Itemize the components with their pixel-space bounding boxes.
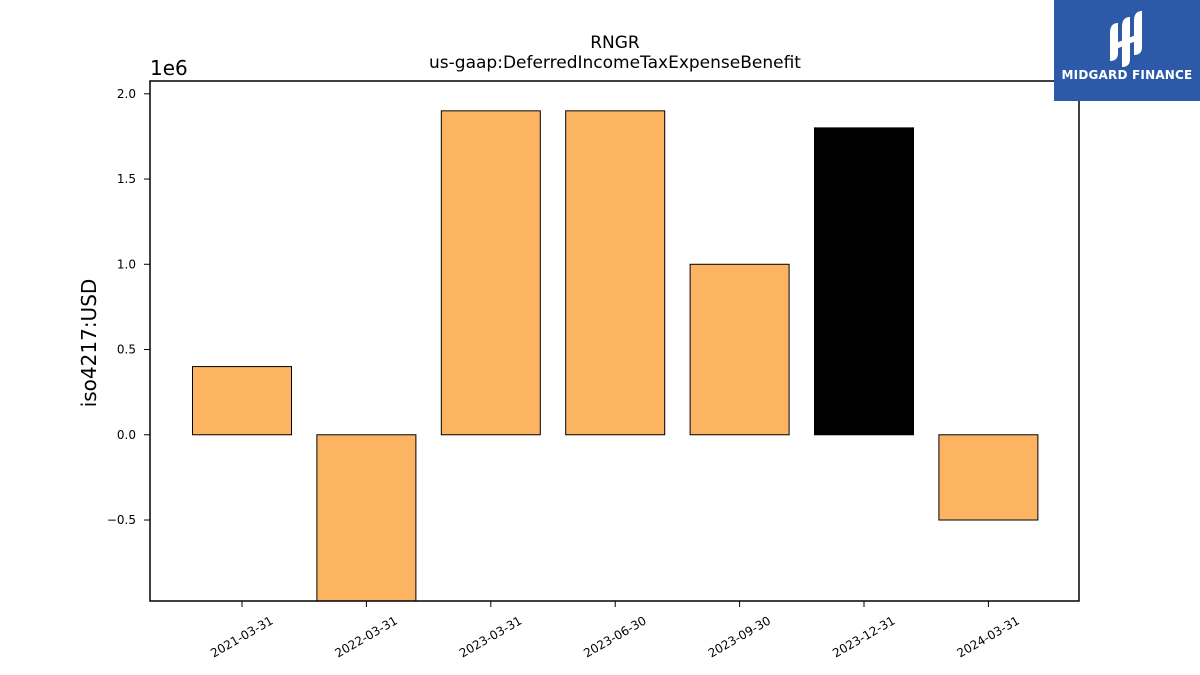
y-tick-label: −0.5 <box>107 513 136 527</box>
y-tick-label: 1.5 <box>117 172 136 186</box>
bar-2023-06-30 <box>565 110 666 436</box>
y-scale-label: 1e6 <box>150 56 188 80</box>
chart-title: RNGR <box>590 33 640 53</box>
bar-2022-03-31 <box>316 434 417 602</box>
x-tick-label: 2023-09-30 <box>706 613 773 660</box>
bar-2024-03-31 <box>938 434 1039 521</box>
plot-frame <box>149 80 1080 602</box>
bar-2023-03-31 <box>440 110 541 436</box>
chart-subtitle: us-gaap:DeferredIncomeTaxExpenseBenefit <box>429 53 801 73</box>
bars-layer <box>192 110 1039 602</box>
y-tick-label: 2.0 <box>117 87 136 101</box>
x-tick-label: 2023-12-31 <box>830 613 897 660</box>
x-tick-label: 2023-06-30 <box>581 613 648 660</box>
bar-2021-03-31 <box>192 366 292 436</box>
x-tick-label: 2023-03-31 <box>457 613 524 660</box>
x-axis-ticks: 2021-03-31 2022-03-31 2023-03-31 2023-06-30… <box>208 601 1022 660</box>
logo-mark-icon <box>1110 11 1142 67</box>
y-tick-label: 0.5 <box>117 343 136 357</box>
bar-2023-12-31 <box>814 127 914 436</box>
y-axis-label: iso4217:USD <box>77 279 101 408</box>
y-tick-label: 1.0 <box>117 257 136 271</box>
y-tick-label: 0.0 <box>117 428 136 442</box>
y-axis-ticks: −0.5 0.0 0.5 1.0 1.5 2.0 <box>107 87 150 527</box>
x-tick-label: 2021-03-31 <box>208 613 275 660</box>
bar-2023-09-30 <box>689 263 790 436</box>
midgard-finance-logo: MIDGARD FINANCE <box>1054 0 1200 101</box>
x-tick-label: 2022-03-31 <box>332 613 399 660</box>
logo-text: MIDGARD FINANCE <box>1061 68 1193 82</box>
x-tick-label: 2024-03-31 <box>954 613 1021 660</box>
